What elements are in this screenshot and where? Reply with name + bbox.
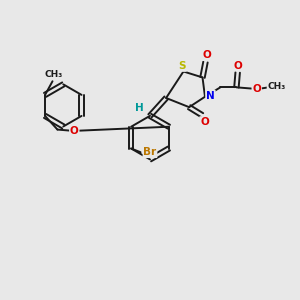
Text: O: O bbox=[202, 50, 211, 60]
Text: O: O bbox=[234, 61, 243, 70]
Text: O: O bbox=[252, 84, 261, 94]
Text: O: O bbox=[70, 126, 79, 136]
Text: H: H bbox=[135, 103, 144, 113]
Text: N: N bbox=[206, 91, 215, 100]
Text: Br: Br bbox=[143, 147, 157, 157]
Text: S: S bbox=[178, 61, 186, 71]
Text: O: O bbox=[200, 117, 209, 127]
Text: CH₃: CH₃ bbox=[267, 82, 286, 91]
Text: CH₃: CH₃ bbox=[45, 70, 63, 79]
